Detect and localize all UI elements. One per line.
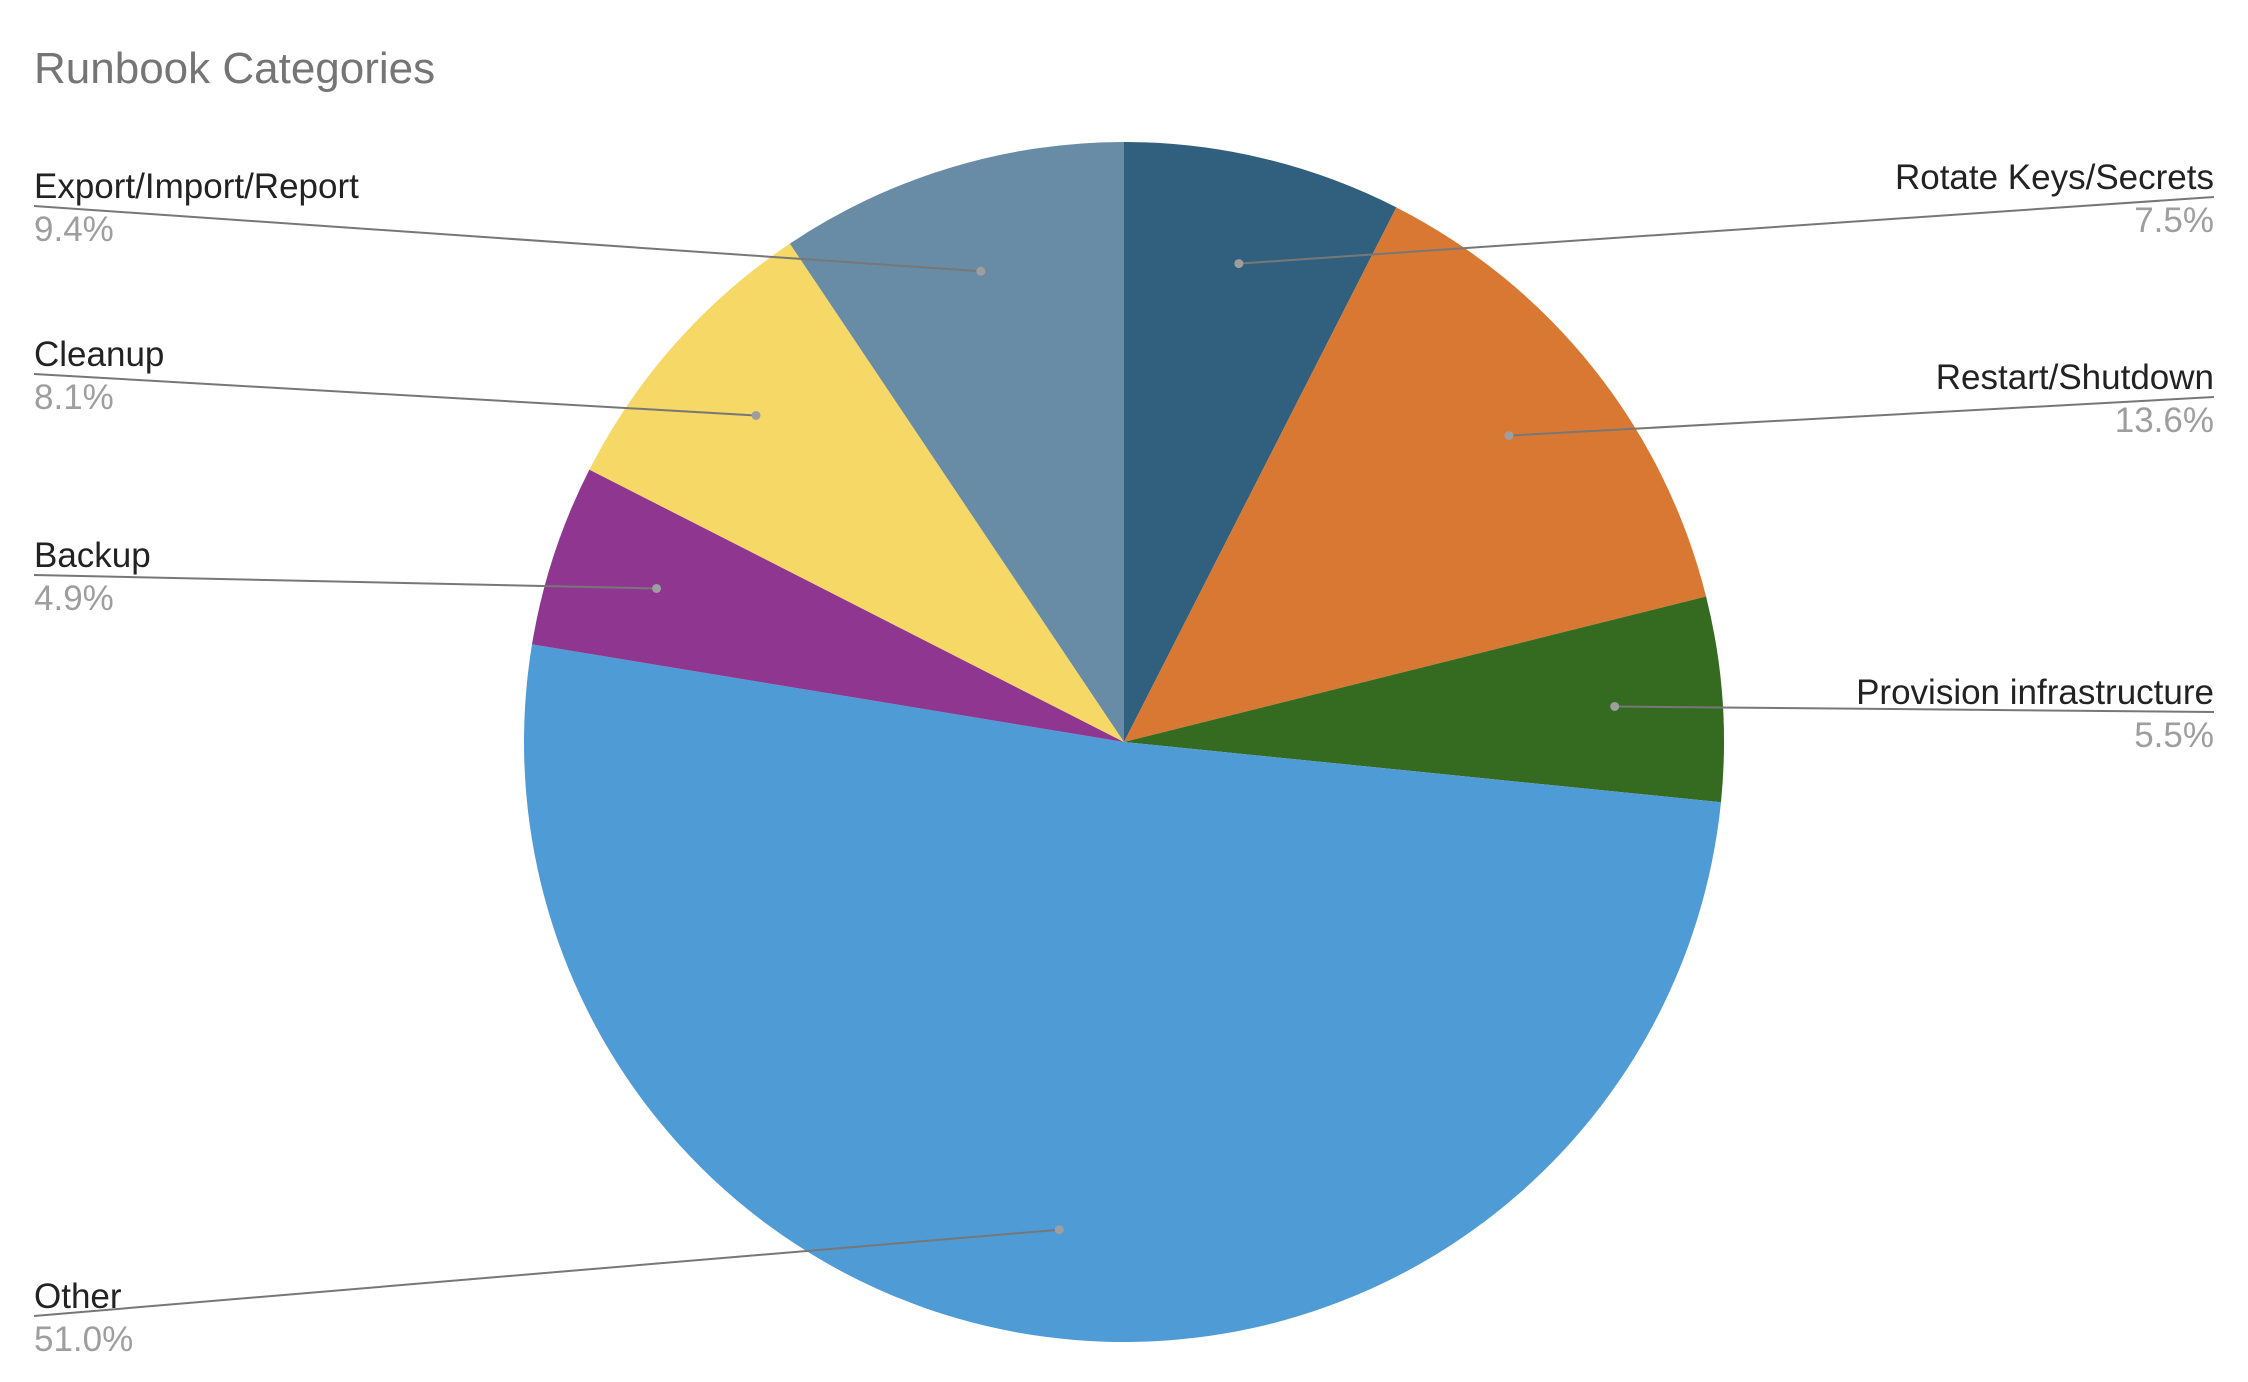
slice-percent-label: 51.0% <box>34 1320 133 1359</box>
pie-slices <box>524 142 1724 1342</box>
leader-dot <box>976 266 986 276</box>
pie-slice-provision-infrastructure <box>1124 596 1724 803</box>
pie-slice-export-import-report <box>789 142 1124 742</box>
leader-dot <box>1504 431 1514 441</box>
pie-slice-backup <box>531 469 1124 742</box>
leader-line <box>33 574 657 590</box>
slice-label: Backup <box>34 536 151 575</box>
pie-slice-rotate-keys-secrets <box>1124 142 1397 742</box>
pie-slice-cleanup <box>589 243 1124 742</box>
leader-line <box>33 373 757 417</box>
slice-label: Rotate Keys/Secrets <box>1895 158 2214 197</box>
slice-percent-label: 8.1% <box>34 378 114 417</box>
pie-labels: Rotate Keys/Secrets 7.5% Restart/Shutdown 1… <box>33 158 2215 1359</box>
pie-slice-other <box>524 644 1721 1342</box>
leader-line <box>1508 396 2215 437</box>
chart-title: Runbook Categories <box>34 44 435 93</box>
slice-percent-label: 5.5% <box>2134 716 2214 755</box>
slice-percent-label: 13.6% <box>2115 401 2214 440</box>
slice-label: Provision infrastructure <box>1856 673 2214 712</box>
slice-label: Other <box>34 1277 122 1316</box>
leader-dot <box>1054 1225 1064 1235</box>
leader-line <box>33 1228 1060 1317</box>
slice-label: Cleanup <box>34 335 164 374</box>
leader-dot <box>652 583 662 593</box>
pie-slice-restart-shutdown <box>1124 207 1707 742</box>
slice-percent-label: 7.5% <box>2134 201 2214 240</box>
leader-dot <box>1610 701 1620 711</box>
slice-percent-label: 4.9% <box>34 579 114 618</box>
slice-percent-label: 9.4% <box>34 210 114 249</box>
leader-dot <box>1234 259 1244 269</box>
leader-dot <box>751 410 761 420</box>
slice-label: Restart/Shutdown <box>1936 358 2214 397</box>
slice-label: Export/Import/Report <box>34 167 359 206</box>
leader-line <box>1614 705 2215 713</box>
leader-line <box>1238 196 2215 265</box>
leader-line <box>33 205 981 273</box>
